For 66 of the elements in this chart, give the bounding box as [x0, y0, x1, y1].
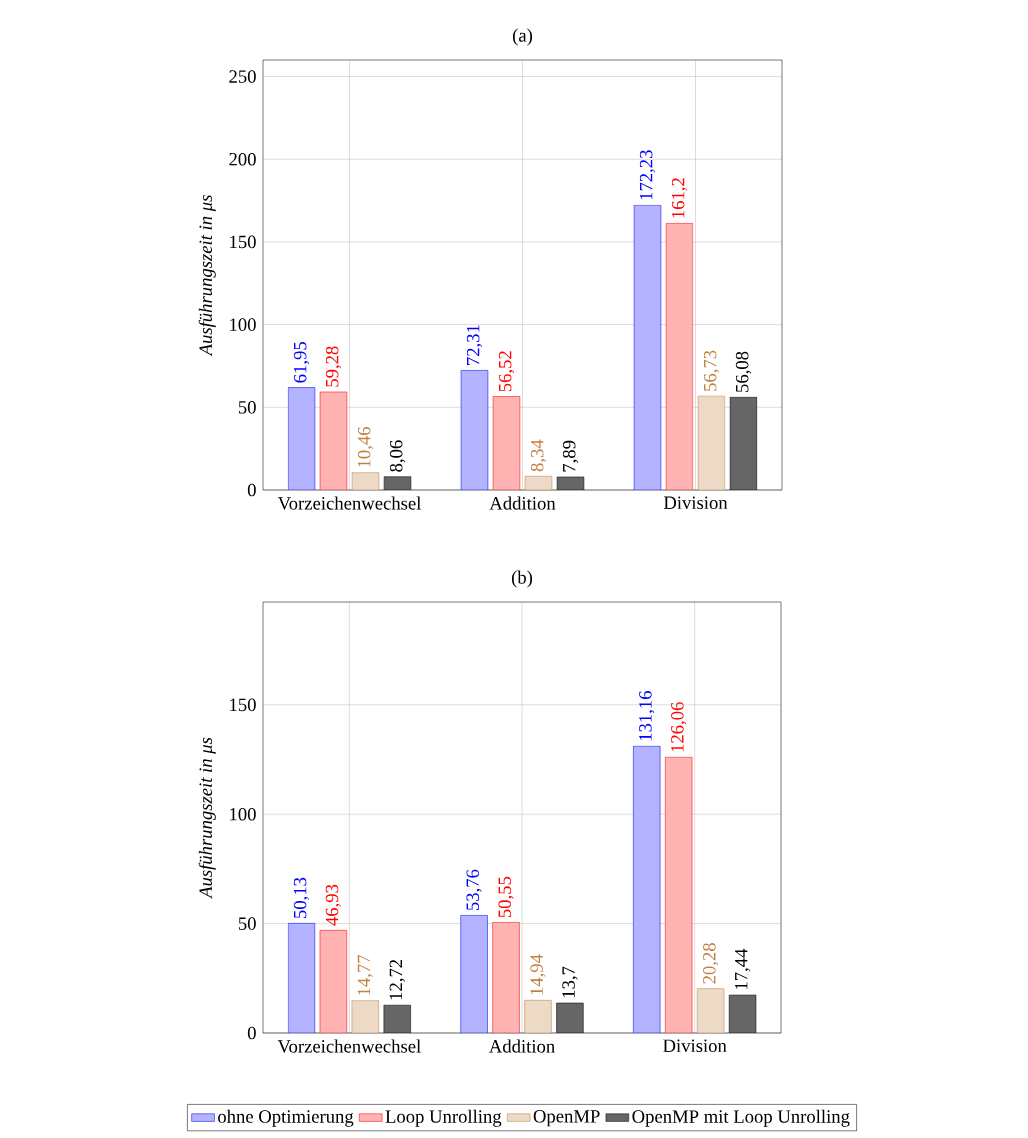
- data-label: 53,76: [466, 869, 482, 911]
- data-label: 56,52: [498, 351, 515, 392]
- y-tick-label: 150: [230, 698, 256, 712]
- data-label: 7,89: [562, 440, 579, 472]
- data-label: 8,06: [389, 440, 406, 472]
- bar: [460, 915, 488, 1034]
- y-axis-title: Ausführungszeit in μs: [198, 195, 216, 357]
- bar: [665, 223, 694, 491]
- legend-label: Loop Unrolling: [385, 1109, 502, 1127]
- chart-title: (b): [511, 570, 533, 588]
- data-label: 50,55: [498, 876, 514, 918]
- y-axis-title: Ausführungszeit in μs: [198, 737, 216, 899]
- bar: [556, 1002, 584, 1034]
- legend-label: OpenMP mit Loop Unrolling: [632, 1109, 850, 1127]
- x-tick-label: Addition: [489, 496, 556, 510]
- bar: [460, 370, 489, 491]
- y-tick-label: 50: [238, 917, 256, 930]
- bar: [633, 745, 661, 1034]
- x-tick-label: Vorzeichenwechsel: [277, 496, 422, 510]
- y-tick-label: 250: [229, 70, 256, 83]
- y-tick-label: 50: [238, 401, 256, 414]
- x-tick-label: Division: [663, 496, 728, 510]
- legend-label: OpenMP: [533, 1110, 600, 1127]
- data-label: 61,95: [293, 342, 310, 383]
- bar: [729, 396, 758, 491]
- bar: [287, 923, 316, 1034]
- data-label: 56,73: [703, 350, 720, 391]
- data-label: 56,08: [735, 351, 752, 392]
- data-label: 59,28: [325, 346, 342, 387]
- y-tick-label: 150: [230, 235, 256, 249]
- data-label: 50,13: [293, 877, 310, 918]
- x-tick-label: Vorzeichenwechsel: [277, 1039, 421, 1053]
- data-label: 72,31: [466, 325, 483, 365]
- data-label: 17,44: [734, 948, 751, 989]
- data-label: 14,77: [357, 954, 373, 995]
- bar: [665, 756, 693, 1034]
- legend-label: ohne Optimierung: [218, 1109, 354, 1127]
- data-label: 10,46: [357, 426, 374, 467]
- data-label: 13,7: [562, 966, 578, 998]
- bar: [287, 387, 316, 491]
- bar: [319, 930, 348, 1034]
- data-label: 126,06: [671, 702, 687, 752]
- bar: [697, 988, 725, 1034]
- bar: [319, 391, 348, 491]
- data-label: 131,16: [639, 691, 655, 741]
- data-label: 172,23: [639, 150, 656, 200]
- bar: [492, 922, 520, 1034]
- bar: [524, 1000, 552, 1034]
- y-tick-label: 0: [247, 483, 256, 497]
- bar: [633, 204, 662, 491]
- y-tick-label: 200: [229, 152, 256, 166]
- data-label: 14,94: [530, 954, 546, 995]
- x-tick-label: Division: [663, 1039, 727, 1053]
- data-label: 8,34: [530, 439, 547, 472]
- bar: [351, 1000, 379, 1034]
- data-label: 161,2: [671, 178, 688, 218]
- data-label: 20,28: [702, 943, 719, 984]
- bar: [492, 396, 521, 491]
- y-tick-label: 100: [230, 807, 256, 821]
- data-label: 46,93: [325, 884, 341, 926]
- bar: [697, 395, 726, 491]
- data-label: 12,72: [389, 959, 405, 1000]
- y-tick-label: 100: [230, 318, 256, 331]
- x-tick-label: Addition: [489, 1039, 555, 1053]
- chart-title: (a): [512, 28, 533, 46]
- y-tick-label: 0: [247, 1026, 256, 1040]
